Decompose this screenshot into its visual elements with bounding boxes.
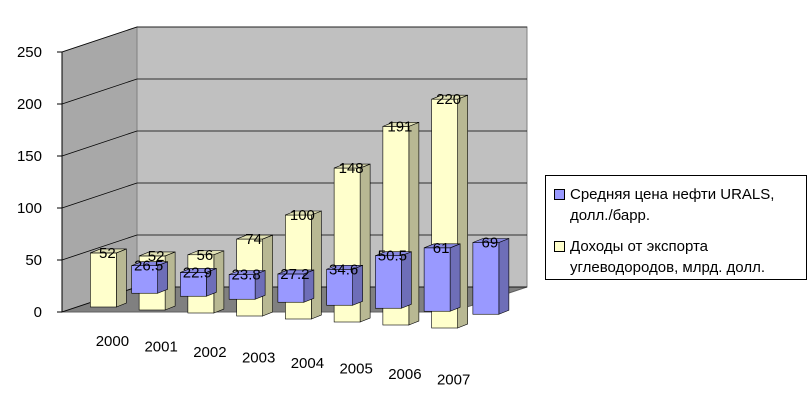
- data-label: 69: [482, 234, 499, 251]
- bar-top: [334, 163, 371, 169]
- data-label: 27.2: [280, 266, 309, 283]
- y-tick-label: 250: [17, 44, 42, 61]
- legend-label-export-revenue: Доходы от экспорта углеводородов, млрд. …: [570, 238, 765, 276]
- legend-item-oil-price: Средняя цена нефти URALS, долл./барр.: [554, 184, 800, 226]
- bar: [423, 243, 461, 312]
- bar-top: [472, 238, 509, 243]
- x-tick-label: 2005: [339, 361, 372, 378]
- bar-top: [382, 122, 419, 127]
- y-tick-label: 100: [17, 200, 42, 217]
- data-label: 26.5: [134, 258, 163, 275]
- data-label: 52: [148, 248, 165, 265]
- bar-front: [131, 265, 158, 294]
- data-label: 220: [436, 91, 461, 108]
- bar: [131, 261, 168, 294]
- x-axis-ticks: 2000 2001 2002 2003 2004 2005 2006 2007: [96, 333, 471, 389]
- data-label: 61: [433, 240, 450, 257]
- bar-front: [375, 255, 402, 309]
- bar-side: [449, 243, 461, 312]
- bar-side: [116, 248, 127, 308]
- bar: [180, 267, 217, 297]
- bar-top: [229, 270, 266, 275]
- bar-side: [311, 210, 322, 320]
- data-labels: 52 52 56 74 100 148 191 220 26.5 22.9 23.8 27.2 34.6…: [99, 91, 498, 283]
- y-tick-label: 200: [17, 96, 42, 113]
- legend-label-oil-price: Средняя цена нефти URALS, долл./барр.: [570, 186, 775, 224]
- legend-swatch-oil-price: [554, 189, 565, 200]
- bar: [375, 251, 412, 309]
- bar-top: [285, 210, 322, 216]
- legend: Средняя цена нефти URALS, долл./барр. До…: [545, 175, 807, 280]
- bar-front: [326, 268, 353, 306]
- bars: [90, 94, 510, 329]
- bar: [326, 264, 363, 306]
- bar-top: [277, 269, 314, 275]
- bar-top: [424, 243, 461, 249]
- gridline: [61, 26, 527, 53]
- bar-front: [228, 274, 256, 300]
- bar: [228, 270, 266, 300]
- data-label: 148: [339, 160, 364, 177]
- x-tick-label: 2007: [437, 372, 470, 389]
- legend-item-export-revenue: Доходы от экспорта углеводородов, млрд. …: [554, 236, 800, 278]
- bar-side: [498, 238, 510, 315]
- bar-top: [90, 248, 127, 254]
- data-label: 23.8: [232, 266, 261, 283]
- data-label: 74: [245, 231, 262, 248]
- bar: [90, 248, 127, 308]
- y-tick-label: 0: [34, 304, 42, 321]
- x-tick-label: 2003: [242, 350, 275, 367]
- bar: [472, 238, 510, 315]
- data-label: 191: [387, 118, 412, 135]
- back-wall: [136, 26, 528, 288]
- x-tick-label: 2001: [144, 339, 177, 356]
- bar-top: [180, 268, 217, 273]
- y-axis-ticks: 0 50 100 150 200 250: [17, 44, 63, 321]
- x-tick-label: 2004: [291, 355, 324, 372]
- bar-top: [131, 261, 168, 266]
- bar-front: [90, 252, 117, 308]
- bar-top: [431, 94, 468, 100]
- bar-front: [423, 247, 451, 312]
- x-tick-label: 2000: [96, 333, 129, 350]
- gridline: [61, 78, 527, 105]
- bar-top: [375, 251, 412, 257]
- data-label: 100: [290, 207, 315, 224]
- data-label: 22.9: [183, 264, 212, 281]
- legend-swatch-export-revenue: [554, 241, 565, 252]
- data-label: 50.5: [378, 248, 407, 265]
- x-tick-label: 2002: [193, 344, 226, 361]
- y-tick-label: 150: [17, 148, 42, 165]
- bar-front: [472, 242, 500, 315]
- y-tick-label: 50: [25, 252, 42, 269]
- data-label: 52: [99, 245, 116, 262]
- bar: [277, 269, 315, 303]
- data-label: 56: [197, 247, 214, 264]
- bar-top: [236, 234, 273, 240]
- bar-top: [139, 251, 176, 257]
- bar-top: [187, 250, 224, 256]
- bar-top: [326, 264, 363, 270]
- x-tick-label: 2006: [388, 366, 421, 383]
- data-label: 34.6: [329, 261, 358, 278]
